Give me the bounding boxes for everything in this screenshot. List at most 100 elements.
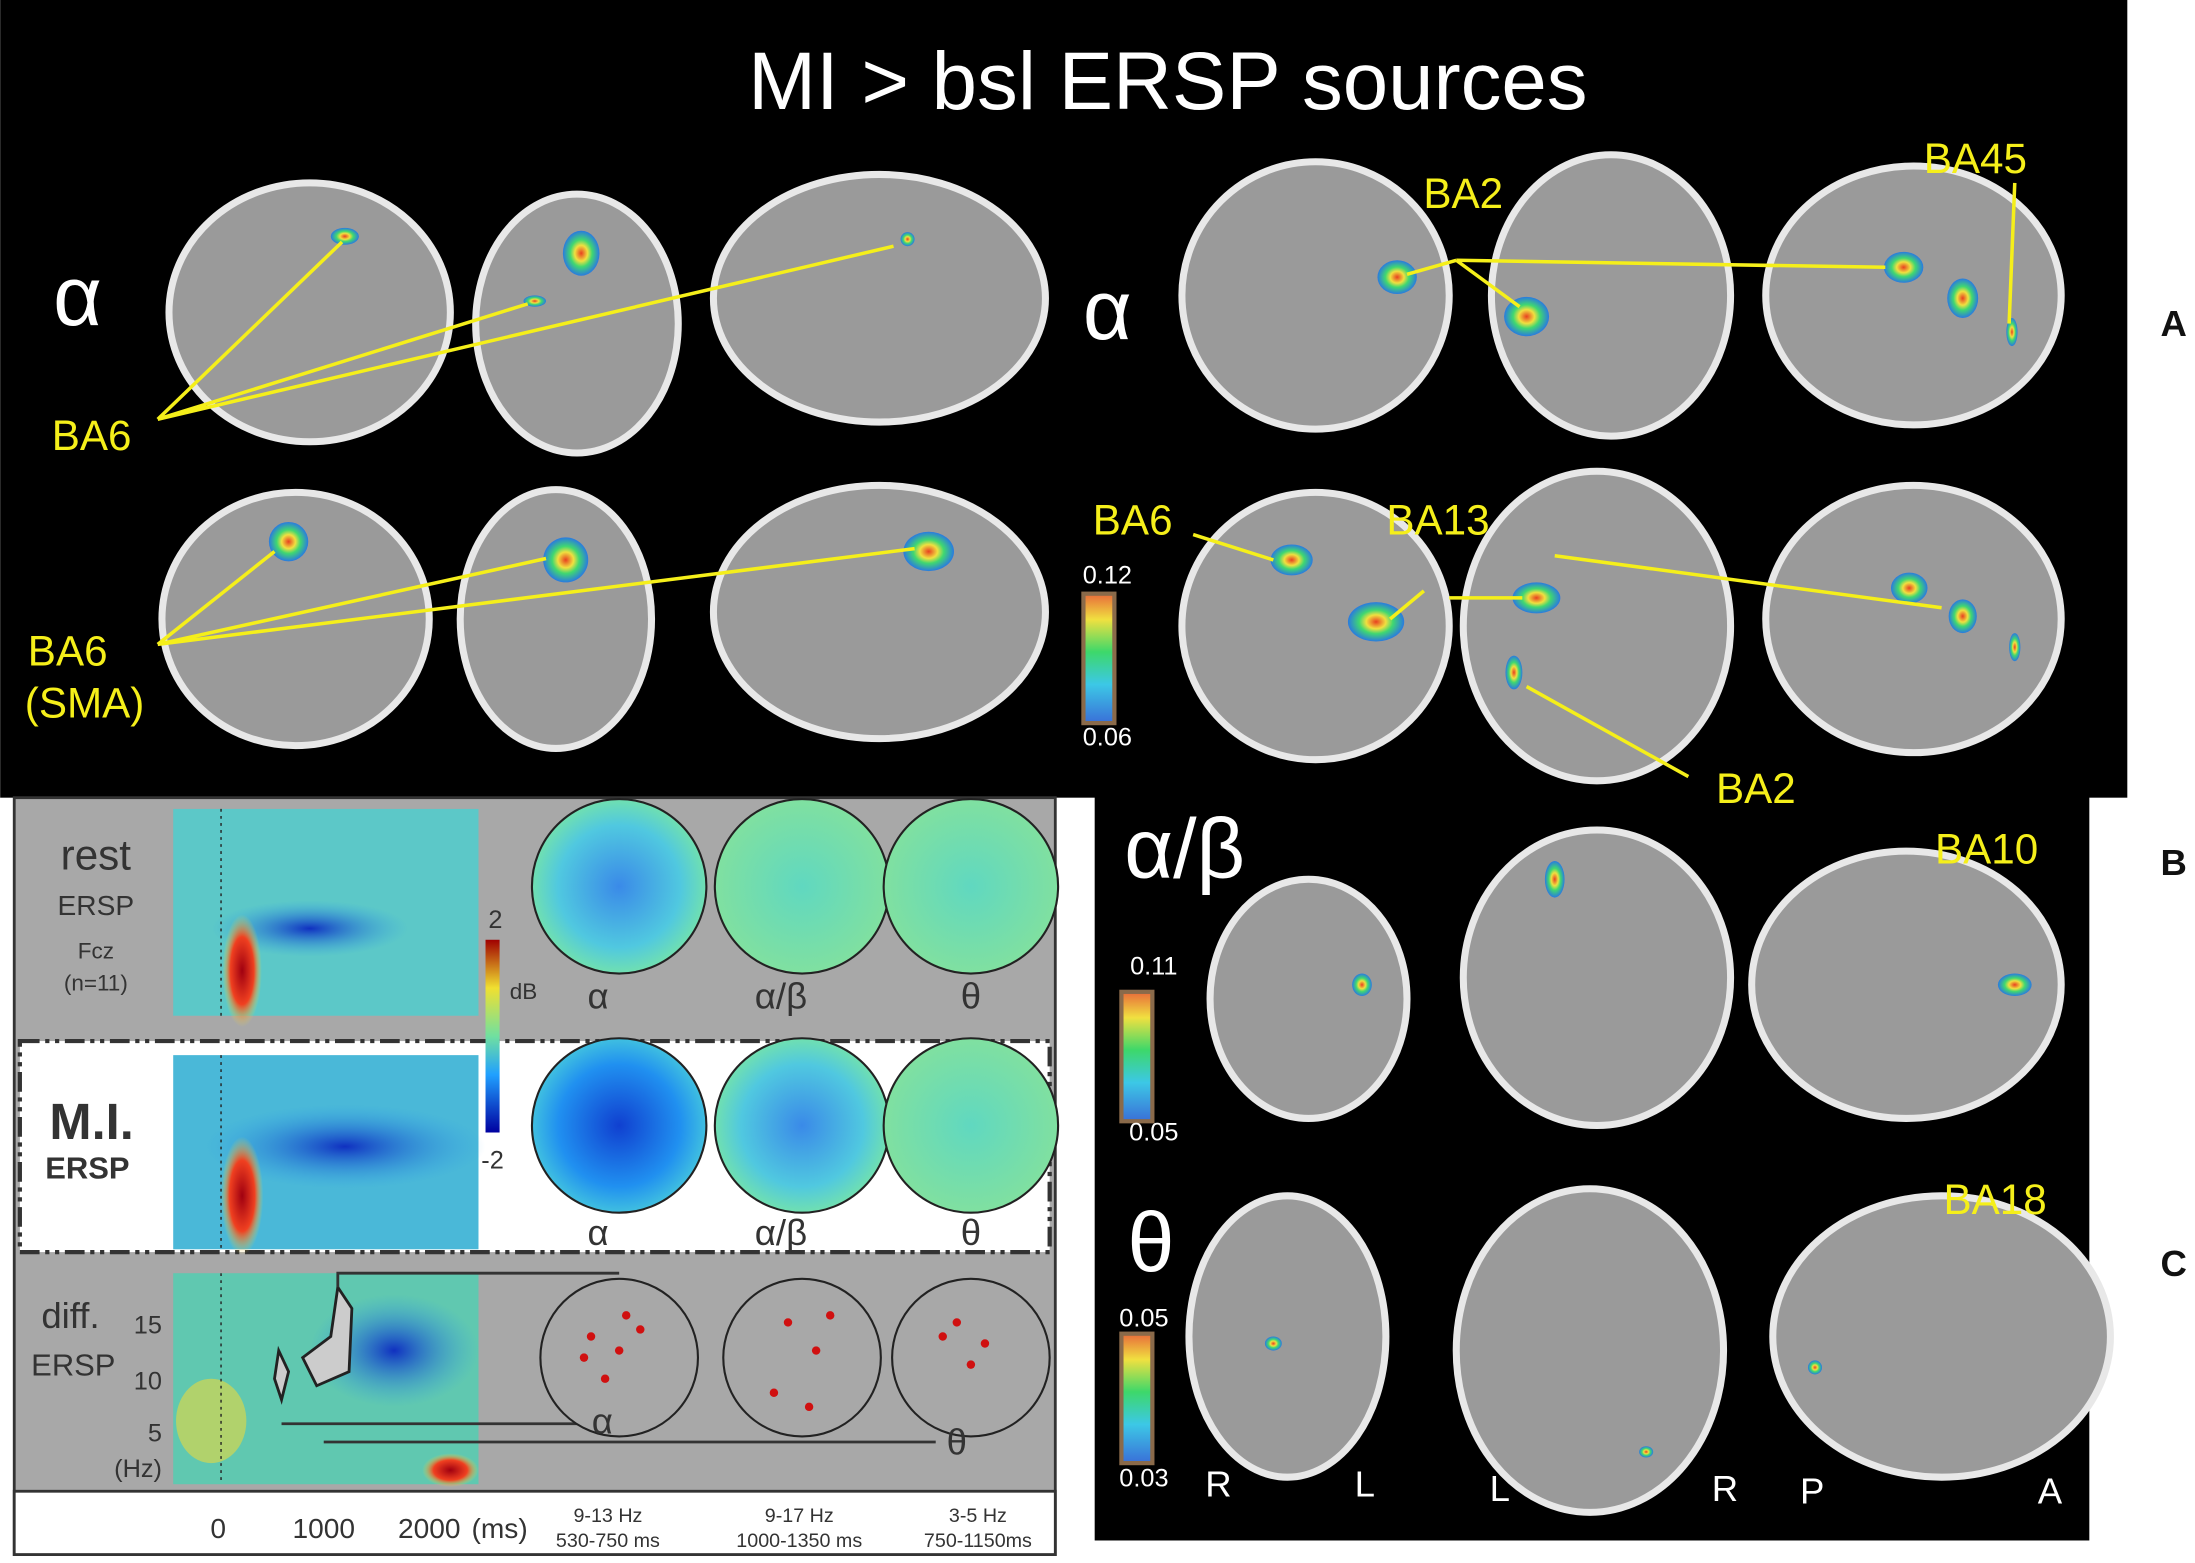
activation-blobs-part (562, 230, 600, 276)
band-labels: α α α/β θ (53, 249, 1245, 1290)
brain-slices-part (1769, 1192, 2114, 1481)
brain-slices-part (1459, 826, 1735, 1129)
activation-blobs-part (1890, 572, 1928, 604)
activation-blobs-part (523, 295, 547, 307)
brain-slices-part (1762, 162, 2065, 429)
label: BA45 (1924, 135, 2027, 182)
label: 0.11 (1130, 953, 1177, 981)
label: 5 (148, 1420, 162, 1448)
label: BA10 (1935, 826, 2038, 873)
orientation-labels: R L L R P A (1205, 1464, 2062, 1512)
label: α (588, 1212, 609, 1253)
label: 10 (134, 1368, 162, 1396)
source-colorbars-part (1119, 989, 1155, 1124)
brain-slices-part (1178, 158, 1453, 433)
label: A (2038, 1471, 2063, 1512)
label: 750-1150ms (924, 1530, 1032, 1552)
label: BA2 (1716, 765, 1796, 812)
label: 15 (134, 1311, 162, 1339)
label: 0 (210, 1513, 226, 1544)
activation-blobs-part (1352, 973, 1372, 997)
label: diff. (41, 1295, 99, 1336)
label: -2 (481, 1147, 504, 1175)
topomaps-part-part (600, 1374, 610, 1383)
brain-slices-part (456, 486, 656, 752)
label: C (2161, 1243, 2187, 1284)
label: P (1800, 1471, 1824, 1512)
heatmaps (173, 808, 936, 1488)
topomaps-part (722, 1277, 882, 1438)
brain-slices-part (1178, 488, 1453, 764)
topomaps-part-part (804, 1402, 814, 1412)
activation-blobs-part (330, 227, 359, 245)
label: L (1490, 1468, 1510, 1509)
label: M.I. (49, 1093, 133, 1150)
brain-slices-part (165, 179, 454, 446)
activation-blobs-part (1544, 860, 1565, 898)
activation-blobs-part (1883, 251, 1924, 283)
ersp-panel-part (12, 1489, 1057, 1556)
topomaps-part-part (783, 1318, 793, 1327)
heatmaps-part (176, 1378, 247, 1464)
brain-slices-part (709, 481, 1049, 743)
ersp-panel: rest ERSP Fcz (n=11) M.I. ERSP diff. ERS… (12, 796, 1060, 1556)
label: 9-13 Hz (573, 1505, 642, 1527)
topomaps-part (579, 1311, 990, 1412)
topomaps-part-part (769, 1388, 779, 1397)
brain-slices-part (1748, 847, 2065, 1122)
activation-blobs-part (1512, 582, 1561, 614)
activation-blobs-part (1264, 1336, 1282, 1351)
label: 0.06 (1083, 723, 1132, 751)
topomaps-part-part (586, 1332, 596, 1341)
topomaps-part-part (621, 1311, 631, 1320)
activation-blobs-part (1948, 599, 1977, 634)
label: θ (961, 976, 981, 1017)
label: 3-5 Hz (949, 1505, 1007, 1527)
activation-blobs-part (1947, 278, 1979, 318)
label: θ (961, 1212, 981, 1253)
label: A (2161, 303, 2187, 344)
topomaps-part (713, 1037, 891, 1214)
brain-slices-part (1762, 481, 2065, 757)
label: 0.03 (1119, 1465, 1168, 1493)
label: (n=11) (64, 971, 128, 996)
label: L (1355, 1464, 1375, 1505)
topomaps-part-part (938, 1332, 947, 1341)
activation-blobs-part (1270, 544, 1313, 576)
topomaps-part-part (966, 1360, 976, 1369)
source-colorbars-part (1119, 1331, 1155, 1466)
topomaps-part-part (579, 1353, 589, 1362)
topomaps-part (530, 798, 708, 975)
label: 2000 (398, 1513, 461, 1544)
topomaps-part (882, 798, 1060, 975)
label: 1000 (292, 1513, 355, 1544)
label: 1000-1350 ms (736, 1530, 862, 1552)
activation-blobs-part (1807, 1360, 1823, 1375)
label: 9-17 Hz (765, 1505, 834, 1527)
label: α/β (755, 1212, 807, 1253)
activation-blobs-part (2006, 317, 2018, 347)
brain-slices-part (1487, 151, 1735, 440)
label: (ms) (471, 1513, 527, 1544)
topomaps-part-part (980, 1339, 990, 1348)
heatmaps-part (422, 1453, 479, 1488)
topomaps (530, 798, 1060, 1438)
label: 0.12 (1083, 561, 1132, 589)
arrows (156, 182, 2017, 779)
brain-slices-part (1459, 467, 1735, 785)
label: α (53, 249, 102, 343)
topomaps-part-part (825, 1311, 835, 1320)
label: θ (947, 1421, 967, 1462)
brain-slices-part (1185, 1192, 1390, 1481)
label: BA6 (1093, 496, 1173, 543)
topomaps-part-part (614, 1346, 624, 1355)
arrows-part (156, 182, 2017, 779)
heatmaps-part (222, 914, 262, 1027)
brain-slices-part (709, 170, 1049, 426)
label: 2 (488, 906, 502, 934)
topomaps-part-part (636, 1325, 645, 1334)
topomaps-part (713, 798, 891, 975)
brain-slices-part (158, 488, 433, 750)
panel-letters: A B C (2161, 303, 2187, 1284)
